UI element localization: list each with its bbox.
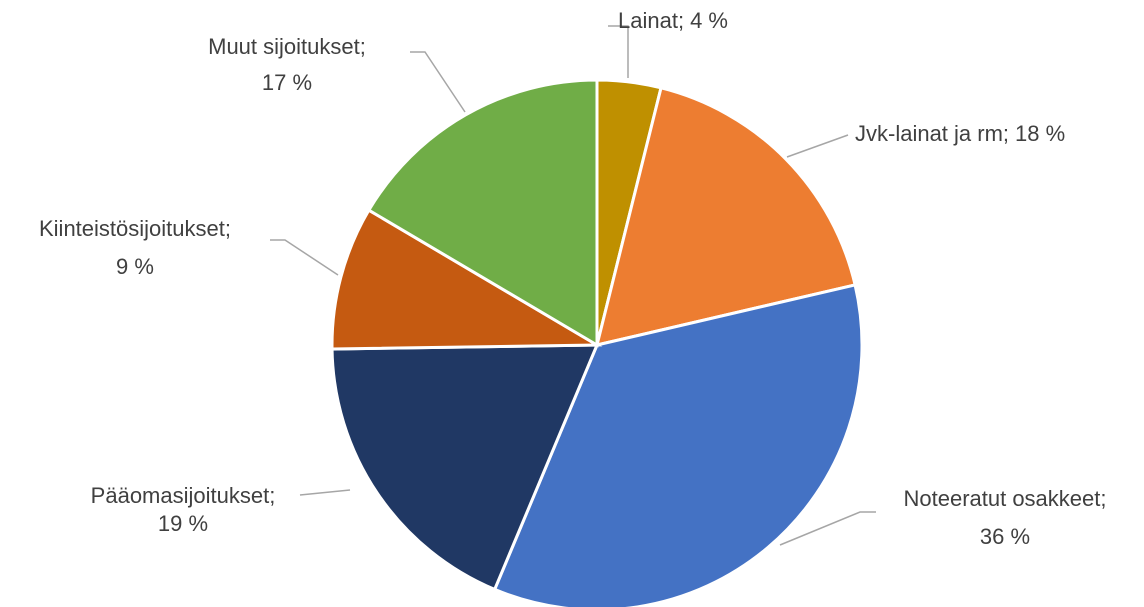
label-category: Lainat; (618, 8, 684, 33)
label-value: 17 % (262, 70, 312, 95)
leader-line (299, 489, 351, 496)
label-value: 4 % (690, 8, 728, 33)
leader-line (779, 511, 876, 546)
label-value: 36 % (980, 524, 1030, 549)
leader-line (786, 134, 849, 158)
leader-line (608, 25, 629, 78)
label-category: Jvk-lainat ja rm; (855, 121, 1009, 146)
pie-slice (366, 78, 599, 348)
pie-slice (330, 208, 603, 351)
label-category: Muut sijoitukset; (208, 34, 366, 59)
pie-slice (330, 343, 600, 592)
data-label: Lainat; 4 % (618, 8, 728, 33)
label-category: Noteeratut osakkeet; (903, 486, 1106, 511)
label-value: 9 % (116, 254, 154, 279)
label-value: 18 % (1015, 121, 1065, 146)
data-label: Jvk-lainat ja rm; 18 % (855, 121, 1065, 146)
label-value: 19 % (158, 511, 208, 536)
pie-slice (492, 283, 864, 607)
label-category: Kiinteistösijoitukset; (39, 216, 231, 241)
label-category: Pääomasijoitukset; (91, 483, 276, 508)
leader-line (270, 239, 339, 276)
leader-line (410, 51, 466, 113)
pie-slice (594, 86, 857, 348)
